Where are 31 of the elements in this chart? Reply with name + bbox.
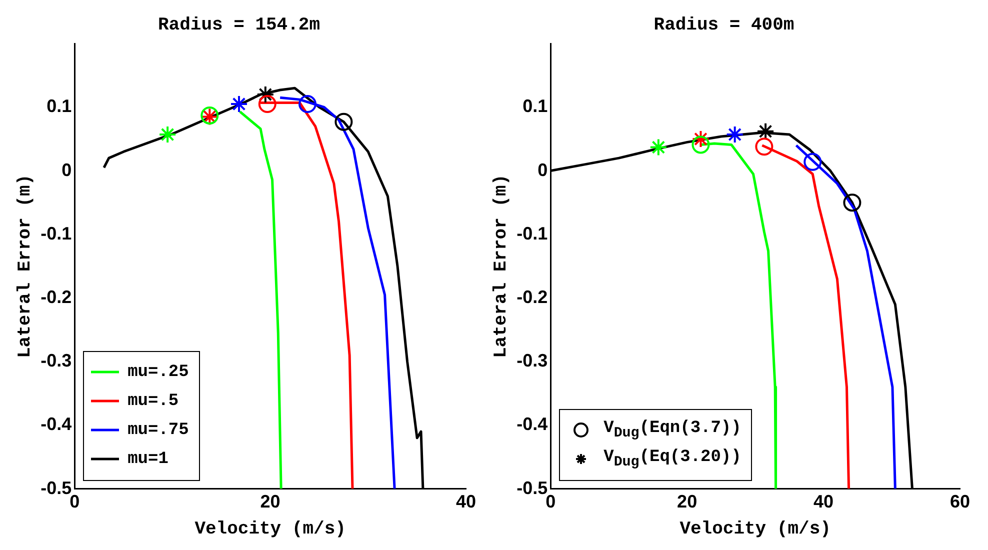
x-tick-label: 60 [950, 492, 970, 512]
y-tick-label: -0.5 [40, 478, 72, 498]
legend-label: V$_{Dug}$(Eqn(3.7)) [604, 419, 742, 442]
y-axis-title: Lateral Error (m) [491, 174, 512, 358]
y-tick-label: 0.1 [522, 96, 548, 116]
x-tick-label: 40 [456, 492, 476, 512]
legend-label: mu=.5 [128, 392, 179, 411]
x-tick-label: 20 [677, 492, 698, 512]
y-tick-label: -0.2 [516, 286, 548, 307]
y-tick-label: 0 [62, 160, 72, 180]
legend-label: V$_{Dug}$(Eq(3.20)) [604, 448, 742, 470]
x-axis-title: Velocity (m/s) [194, 520, 346, 540]
chart-title: Radius = 154.2m [158, 15, 320, 36]
x-axis-title: Velocity (m/s) [680, 520, 831, 540]
legend-label: mu=.75 [128, 420, 189, 440]
y-tick-label: -0.2 [40, 286, 72, 307]
y-tick-label: -0.4 [516, 414, 548, 434]
y-tick-label: -0.4 [40, 414, 72, 434]
y-tick-label: 0 [538, 160, 548, 180]
y-tick-label: -0.3 [516, 350, 548, 371]
chart-title: Radius = 400m [654, 15, 794, 36]
y-axis-title: Lateral Error (m) [15, 174, 36, 358]
x-tick-label: 20 [260, 492, 280, 512]
y-tick-label: -0.1 [516, 223, 548, 244]
legend-label: mu=1 [128, 450, 168, 469]
y-tick-label: -0.3 [40, 350, 72, 371]
y-tick-label: -0.5 [516, 478, 548, 498]
x-tick-label: 40 [814, 492, 834, 512]
legend-label: mu=.25 [128, 362, 189, 382]
y-tick-label: -0.1 [40, 223, 72, 244]
y-tick-label: 0.1 [46, 96, 72, 116]
